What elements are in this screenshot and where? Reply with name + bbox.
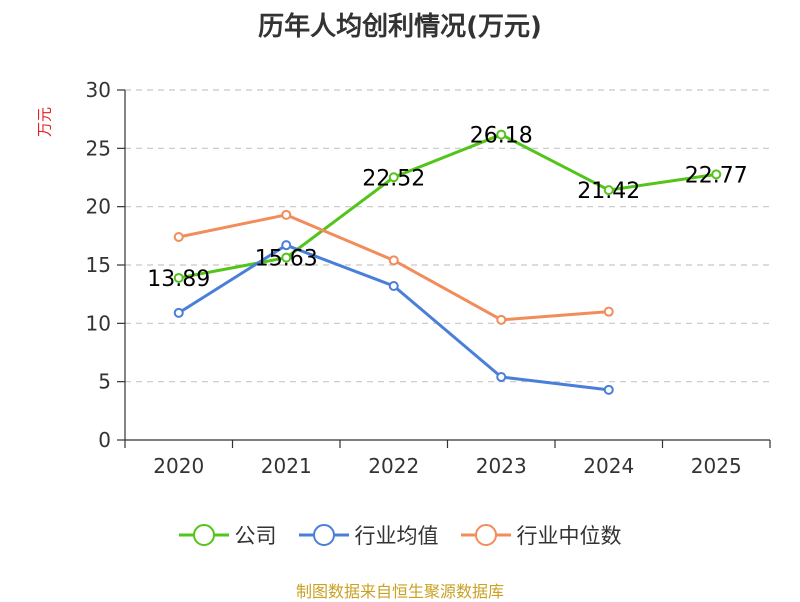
x-tick-label: 2022 bbox=[368, 454, 419, 478]
data-label: 21.42 bbox=[577, 179, 640, 204]
data-point bbox=[281, 240, 292, 251]
legend-item[interactable]: 公司 bbox=[178, 520, 277, 550]
x-tick-label: 2024 bbox=[583, 454, 634, 478]
data-label: 26.18 bbox=[470, 124, 533, 149]
legend-label: 公司 bbox=[234, 524, 277, 548]
legend-item[interactable]: 行业中位数 bbox=[460, 520, 622, 550]
data-point bbox=[388, 281, 399, 291]
y-tick-label: 20 bbox=[86, 195, 111, 219]
y-tick-label: 30 bbox=[86, 78, 111, 102]
data-label: 22.77 bbox=[685, 163, 748, 188]
legend-swatch-icon bbox=[298, 524, 349, 546]
legend-label: 行业中位数 bbox=[516, 524, 622, 548]
y-tick-label: 25 bbox=[86, 136, 111, 160]
data-point bbox=[603, 185, 614, 196]
series-line bbox=[178, 133, 717, 280]
y-tick-label: 15 bbox=[86, 253, 111, 277]
source-note: 制图数据来自恒生聚源数据库 bbox=[295, 582, 504, 601]
data-point bbox=[496, 372, 507, 382]
x-tick-label: 2021 bbox=[261, 454, 312, 478]
data-label: 13.89 bbox=[147, 267, 210, 292]
y-tick-label: 5 bbox=[98, 370, 111, 394]
data-point bbox=[173, 272, 184, 283]
x-tick-label: 2020 bbox=[153, 454, 204, 478]
data-label: 22.52 bbox=[362, 166, 425, 191]
data-point bbox=[496, 314, 507, 325]
x-tick-label: 2025 bbox=[691, 454, 742, 478]
data-labels: 13.89 15.63 22.52 26.18 21.42 22.77 bbox=[147, 124, 747, 292]
data-point bbox=[603, 306, 614, 317]
legend: 公司 行业均值 行业中位数 bbox=[0, 520, 800, 550]
legend-item[interactable]: 行业均值 bbox=[298, 520, 439, 550]
data-point bbox=[281, 209, 292, 220]
data-point bbox=[281, 252, 292, 263]
legend-swatch-icon bbox=[178, 524, 229, 546]
data-point bbox=[388, 172, 399, 183]
data-point bbox=[603, 384, 614, 395]
data-point bbox=[388, 255, 399, 266]
chart-title: 历年人均创利情况(万元) bbox=[258, 12, 542, 42]
legend-swatch-icon bbox=[460, 524, 511, 546]
series-lines bbox=[173, 129, 722, 395]
data-point bbox=[173, 232, 184, 242]
x-tick-label: 2023 bbox=[476, 454, 527, 478]
data-label: 15.63 bbox=[255, 247, 318, 272]
data-point bbox=[496, 129, 507, 140]
legend-label: 行业均值 bbox=[354, 524, 439, 548]
grid-lines bbox=[125, 89, 770, 383]
series-line bbox=[178, 213, 609, 322]
data-point bbox=[173, 307, 184, 318]
data-point bbox=[711, 169, 722, 180]
y-tick-label: 0 bbox=[98, 428, 111, 452]
y-tick-label: 10 bbox=[86, 311, 111, 335]
